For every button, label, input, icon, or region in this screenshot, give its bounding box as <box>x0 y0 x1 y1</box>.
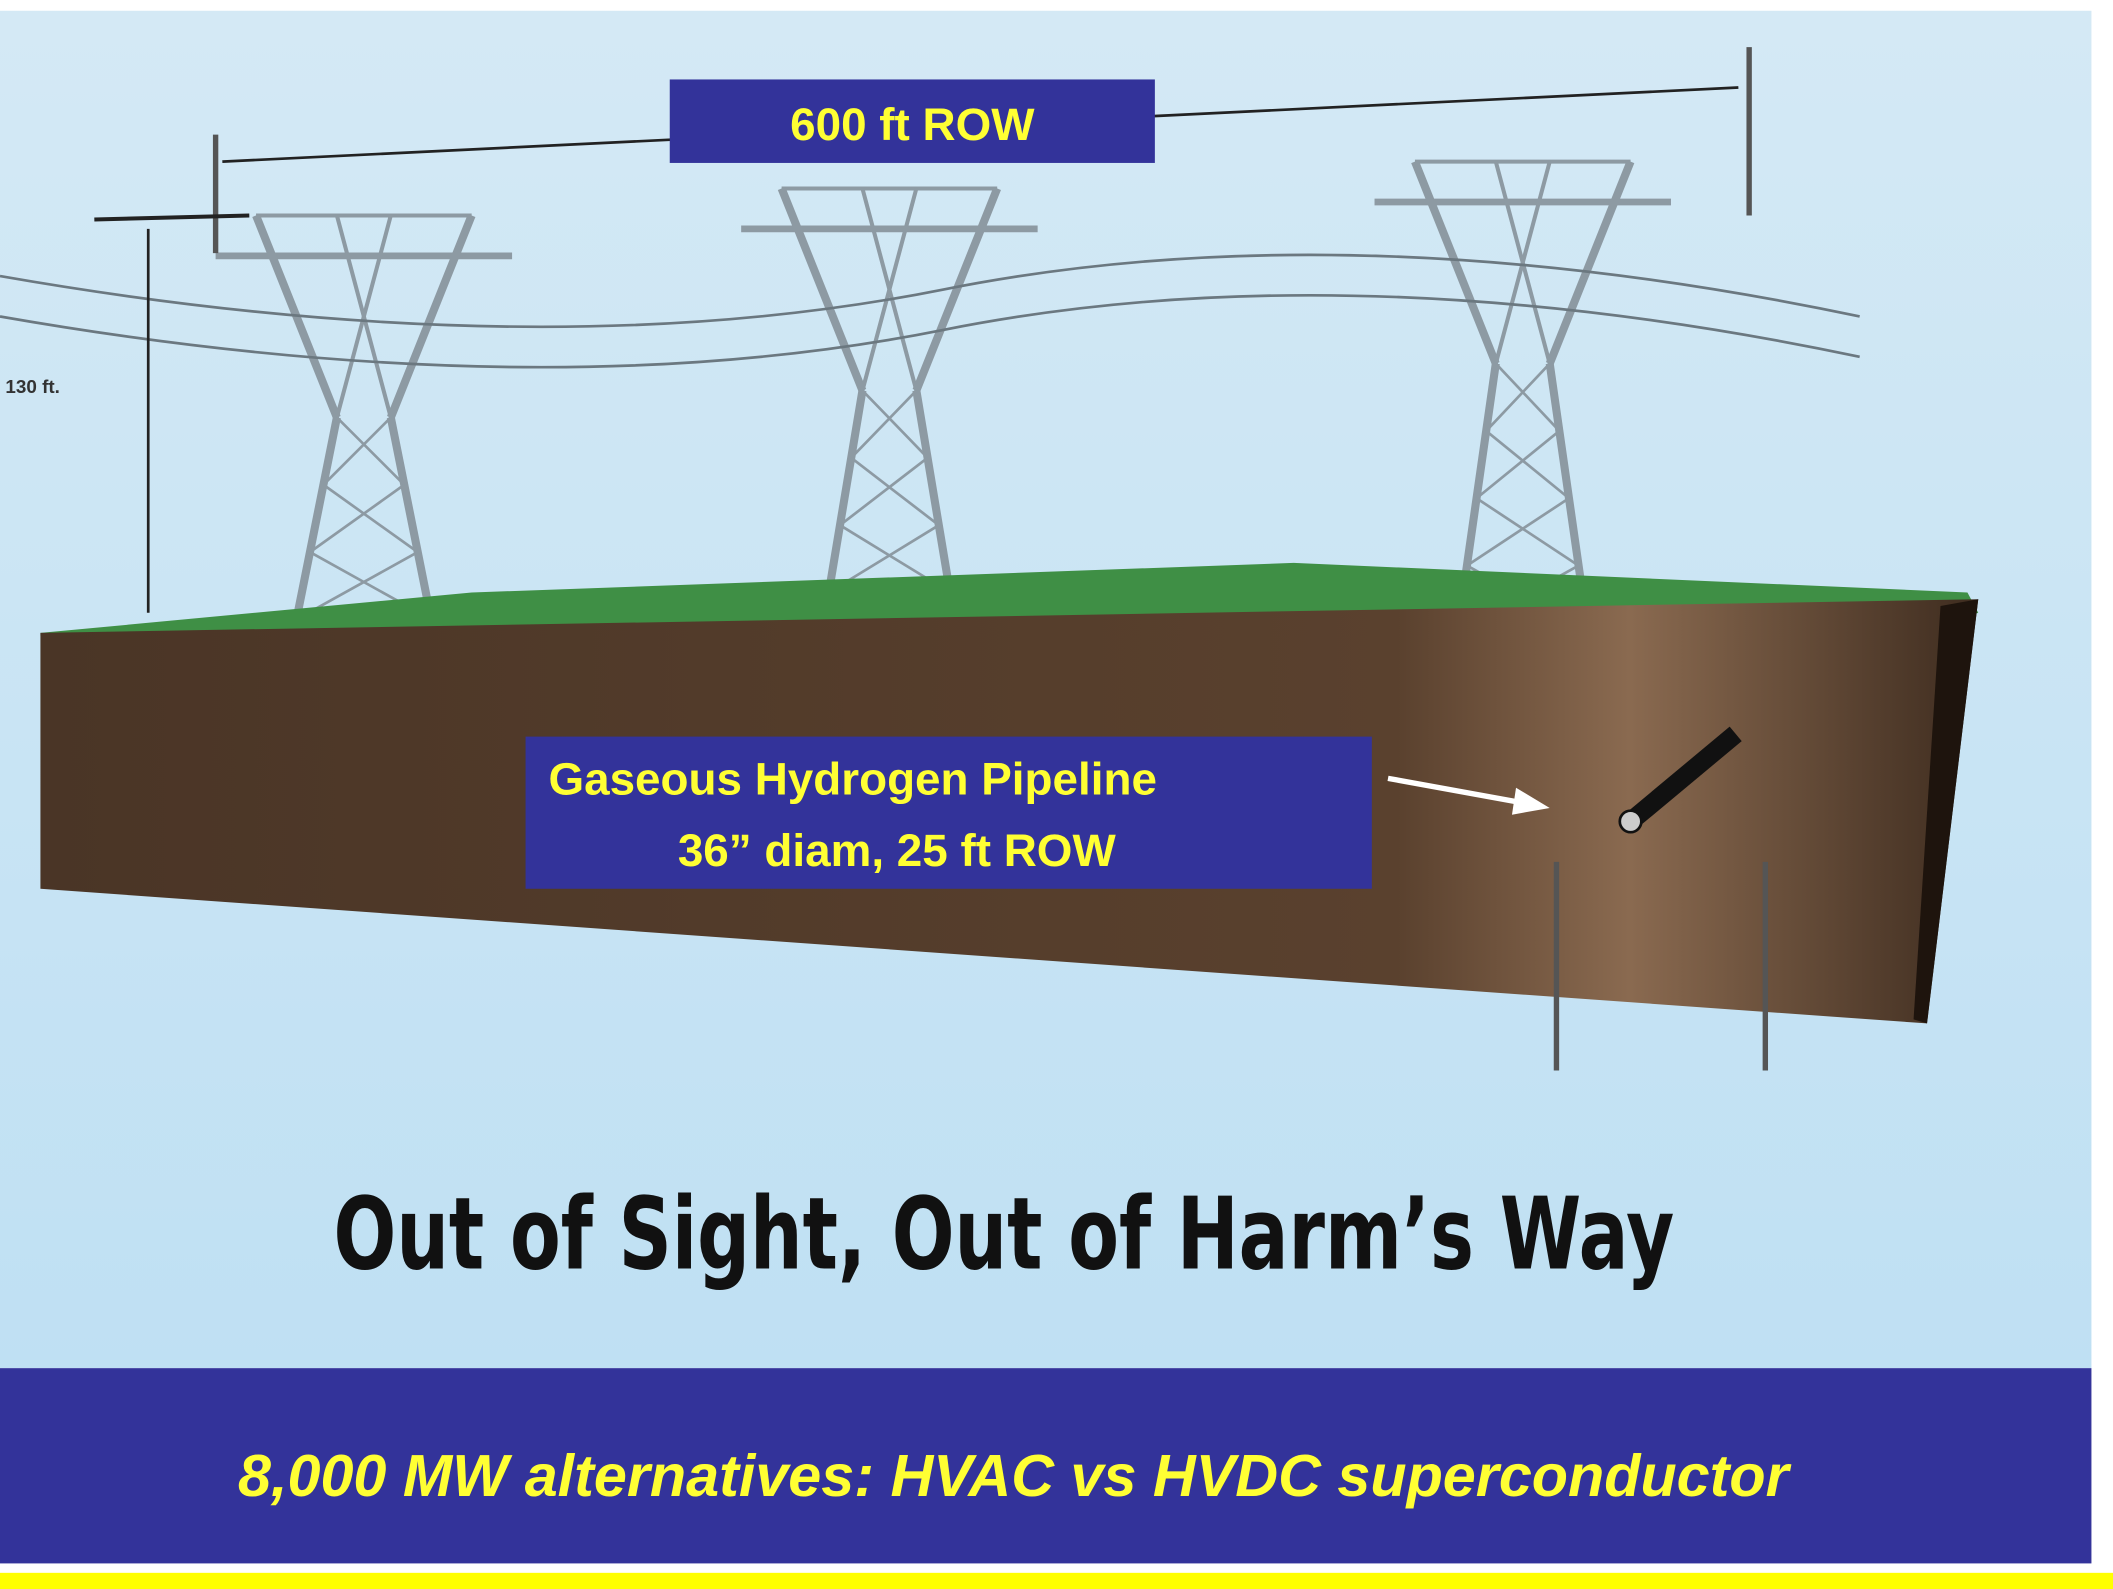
pipe-end <box>1620 811 1642 833</box>
row-label: 600 ft ROW <box>790 99 1035 150</box>
page: {"header_box": {"label": "600 ft ROW"}, … <box>0 0 2113 1589</box>
slide: 130 ft. 600 ft ROW Gaseous Hydrogen Pipe… <box>0 0 2113 1589</box>
banner-text: 8,000 MW alternatives: HVAC vs HVDC supe… <box>238 1442 1792 1509</box>
pipeline-spec: 36” diam, 25 ft ROW <box>678 825 1117 876</box>
height-label: 130 ft. <box>5 376 59 397</box>
pipeline-title: Gaseous Hydrogen Pipeline <box>548 754 1156 805</box>
caption: Out of Sight, Out of Harm’s Way <box>334 1176 1675 1293</box>
yellow-rule <box>0 1573 2113 1589</box>
